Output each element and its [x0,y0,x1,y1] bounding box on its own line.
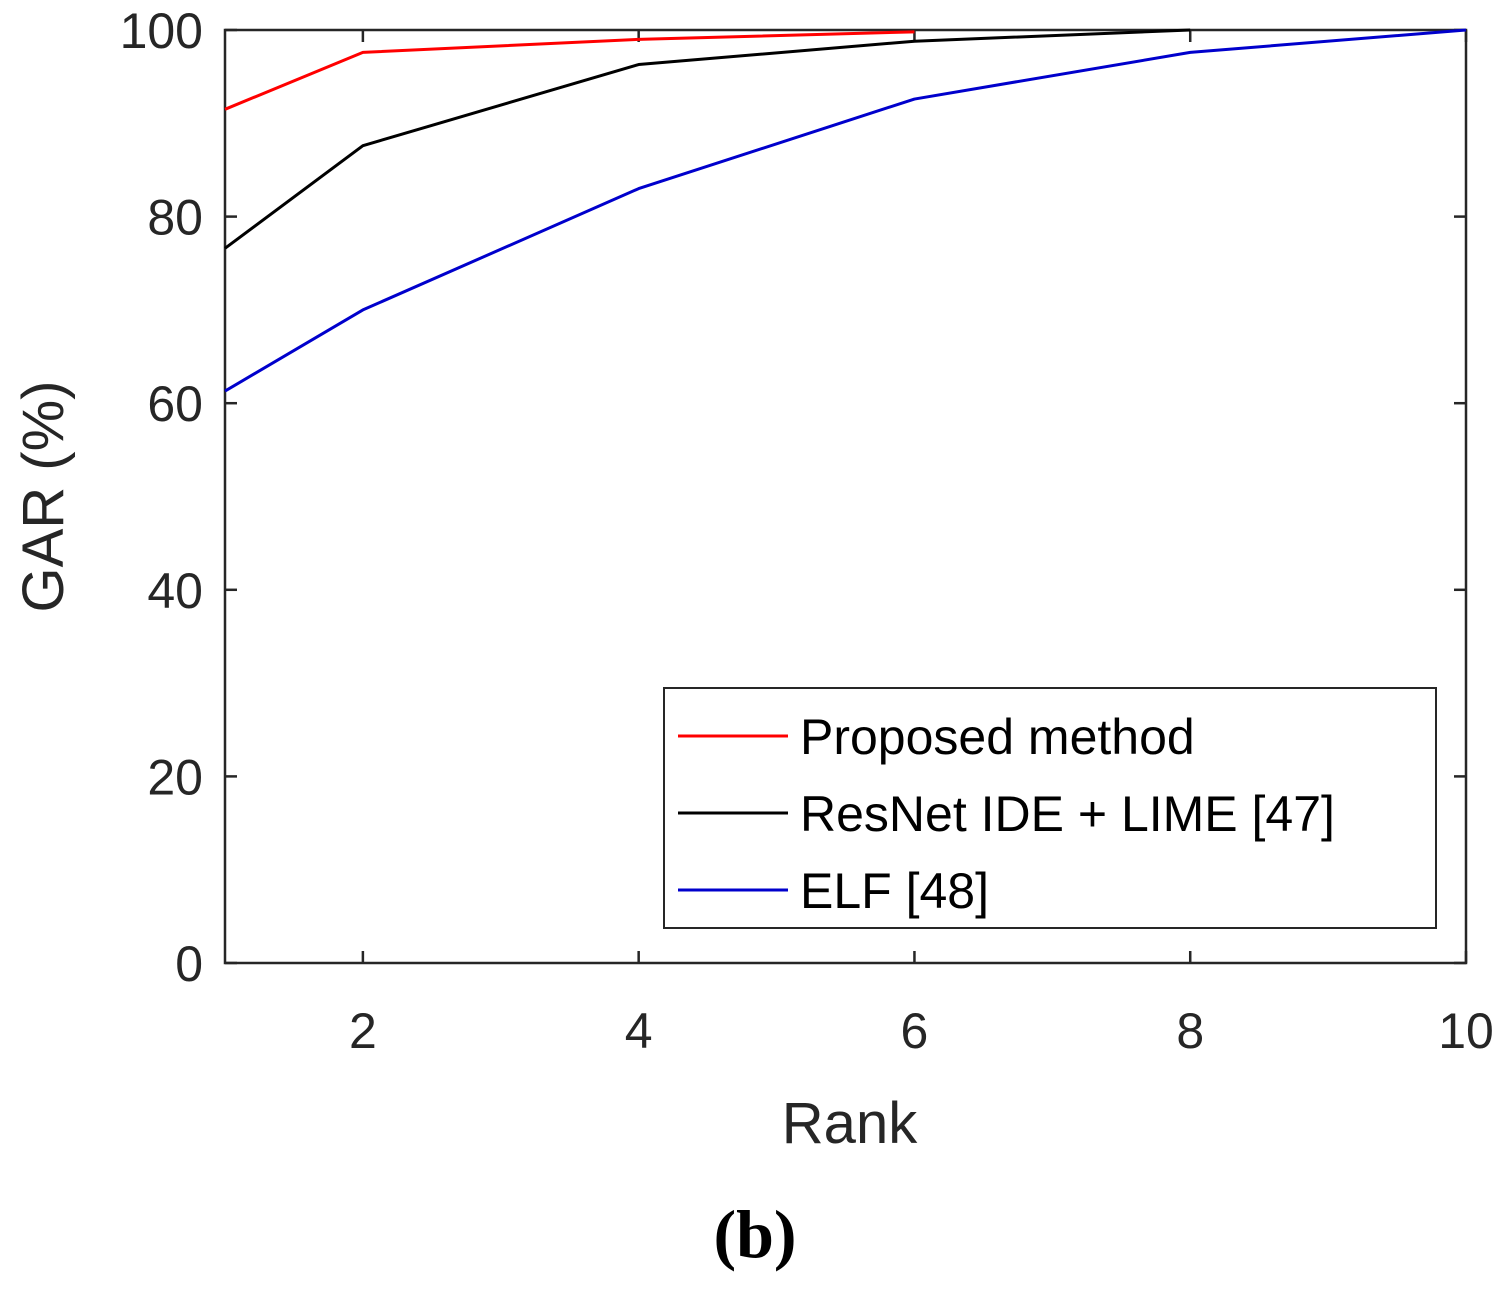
series-line-1 [224,30,915,111]
legend-label-2: ResNet IDE + LIME [47] [800,786,1335,842]
legend: Proposed method ResNet IDE + LIME [47] ELF… [663,687,1437,929]
series-line-2 [224,28,1191,250]
series-line-3 [224,28,1467,393]
legend-label-1: Proposed method [800,709,1195,765]
y-tick-label: 80 [147,190,203,246]
x-axis-label: Rank [782,1091,918,1156]
x-tick-label: 4 [625,1003,653,1059]
x-tick-label: 2 [349,1003,377,1059]
y-tick-label: 0 [175,936,203,992]
series-layer [224,28,1467,393]
y-tick-label: 20 [147,749,203,805]
x-tick-label: 8 [1176,1003,1204,1059]
x-tick-label: 10 [1438,1003,1494,1059]
legend-label-3: ELF [48] [800,863,989,919]
y-tick-label: 100 [120,3,203,59]
y-tick-label: 60 [147,376,203,432]
y-axis-label: GAR (%) [11,381,76,613]
legend-box [663,687,1437,929]
x-tick-label: 6 [901,1003,929,1059]
panel-label: (b) [713,1196,796,1272]
y-tick-label: 40 [147,563,203,619]
